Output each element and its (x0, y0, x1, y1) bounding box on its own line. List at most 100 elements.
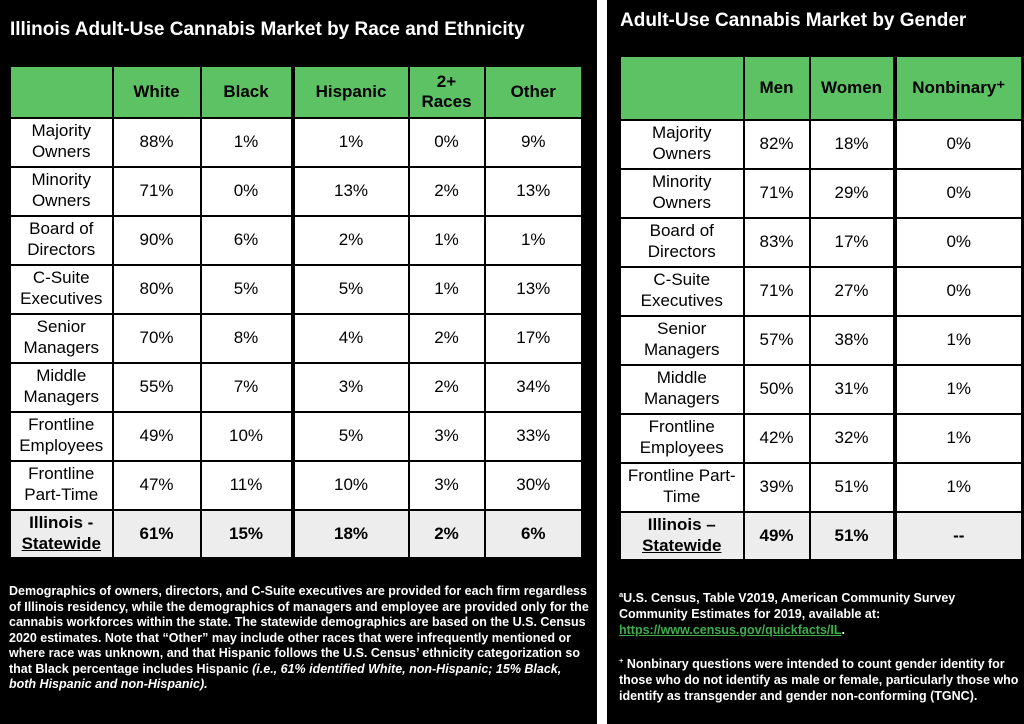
row-label: C-Suite Executives (618, 265, 745, 317)
row-label: Senior Managers (8, 312, 114, 364)
value-cell: 57% (742, 314, 811, 366)
census-link[interactable]: https://www.census.gov/quickfacts/IL (619, 623, 842, 637)
row-label-text: Board of Directors (27, 219, 96, 259)
value-cell: 11% (199, 459, 294, 511)
row-label-text: Middle Managers (643, 368, 720, 408)
value-cell: 3% (407, 459, 486, 511)
nonbinary-footnote-marker: + (619, 655, 624, 665)
column-header: Other (483, 64, 584, 119)
value-cell: 0% (407, 116, 486, 168)
table-row: Frontline Employees 49% 10% 5% 3% 33% (8, 410, 584, 462)
race-panel-title: Illinois Adult-Use Cannabis Market by Ra… (10, 19, 525, 40)
row-label: Minority Owners (618, 167, 745, 219)
table-row: Senior Managers 57% 38% 1% (618, 314, 1024, 366)
value-cell: 5% (199, 263, 294, 315)
column-header: Nonbinary⁺ (892, 54, 1024, 121)
value-cell: 71% (742, 167, 811, 219)
value-cell: 0% (892, 167, 1024, 219)
race-table: White Black Hispanic 2+ Races Other Majority … (8, 64, 584, 560)
value-cell: 3% (290, 361, 410, 413)
value-cell: 2% (407, 165, 486, 217)
value-cell: 1% (407, 214, 486, 266)
value-cell: 1% (892, 461, 1024, 513)
value-cell: 1% (892, 412, 1024, 464)
value-cell: 83% (742, 216, 811, 268)
table-row: C-Suite Executives 80% 5% 5% 1% 13% (8, 263, 584, 315)
table-row: Frontline Part-Time 39% 51% 1% (618, 461, 1024, 513)
value-cell: 49% (111, 410, 202, 462)
corner-cell (8, 64, 114, 119)
census-footnote: aU.S. Census, Table V2019, American Comm… (619, 590, 1019, 638)
race-footnote-italic: (i.e., 61% identified White, non-Hispani… (9, 661, 562, 692)
value-cell: 50% (742, 363, 811, 415)
corner-cell (618, 54, 745, 121)
row-label-text: Illinois – (647, 515, 716, 535)
value-cell: 0% (199, 165, 294, 217)
value-cell: 2% (407, 361, 486, 413)
value-cell: 42% (742, 412, 811, 464)
census-footnote-text: U.S. Census, Table V2019, American Commu… (619, 591, 956, 621)
table-row: Middle Managers 50% 31% 1% (618, 363, 1024, 415)
value-cell: 1% (290, 116, 410, 168)
value-cell: 2% (290, 214, 410, 266)
row-label: Illinois - Statewide (8, 508, 114, 560)
row-label: Board of Directors (8, 214, 114, 266)
value-cell: 80% (111, 263, 202, 315)
table-row: Board of Directors 83% 17% 0% (618, 216, 1024, 268)
value-cell: 13% (290, 165, 410, 217)
row-label-text: Senior Managers (23, 317, 100, 357)
row-label-text: Majority Owners (31, 121, 91, 161)
row-label: Middle Managers (8, 361, 114, 413)
column-header: Black (199, 64, 294, 119)
value-cell: 30% (483, 459, 584, 511)
value-cell: 4% (290, 312, 410, 364)
row-label: Illinois – Statewide (618, 510, 745, 562)
value-cell: 9% (483, 116, 584, 168)
value-cell: 88% (111, 116, 202, 168)
row-label-text: C-Suite Executives (640, 270, 723, 310)
column-header: Hispanic (290, 64, 410, 119)
value-cell: 6% (483, 508, 584, 560)
value-cell: 51% (808, 461, 896, 513)
nonbinary-footnote-text: Nonbinary questions were intended to cou… (619, 657, 1019, 703)
value-cell: 10% (199, 410, 294, 462)
table-row: Frontline Employees 42% 32% 1% (618, 412, 1024, 464)
value-cell: -- (892, 510, 1024, 562)
value-cell: 71% (742, 265, 811, 317)
value-cell: 17% (808, 216, 896, 268)
value-cell: 1% (483, 214, 584, 266)
value-cell: 31% (808, 363, 896, 415)
column-header: White (111, 64, 202, 119)
row-label: Frontline Employees (8, 410, 114, 462)
value-cell: 33% (483, 410, 584, 462)
row-label-text: Frontline Part-Time (627, 466, 736, 506)
column-header: Men (742, 54, 811, 121)
value-cell: 5% (290, 410, 410, 462)
row-label: Board of Directors (618, 216, 745, 268)
race-footnote: Demographics of owners, directors, and C… (9, 584, 591, 693)
value-cell: 49% (742, 510, 811, 562)
value-cell: 18% (808, 118, 896, 170)
value-cell: 2% (407, 312, 486, 364)
column-header: 2+ Races (407, 64, 486, 119)
race-footnote-text: Demographics of owners, directors, and C… (9, 584, 589, 676)
row-label-text: C-Suite Executives (20, 268, 103, 308)
table-row: Middle Managers 55% 7% 3% 2% 34% (8, 361, 584, 413)
race-ethnicity-panel: Illinois Adult-Use Cannabis Market by Ra… (0, 0, 597, 724)
row-label: C-Suite Executives (8, 263, 114, 315)
value-cell: 90% (111, 214, 202, 266)
value-cell: 38% (808, 314, 896, 366)
nonbinary-footnote: + Nonbinary questions were intended to c… (619, 656, 1021, 704)
row-label: Senior Managers (618, 314, 745, 366)
value-cell: 34% (483, 361, 584, 413)
census-footnote-period: . (841, 623, 845, 637)
row-label-underlined: Statewide (21, 533, 101, 553)
value-cell: 7% (199, 361, 294, 413)
header-row: Men Women Nonbinary⁺ (618, 54, 1024, 121)
value-cell: 0% (892, 216, 1024, 268)
value-cell: 70% (111, 312, 202, 364)
value-cell: 82% (742, 118, 811, 170)
value-cell: 5% (290, 263, 410, 315)
value-cell: 1% (199, 116, 294, 168)
row-label: Majority Owners (8, 116, 114, 168)
